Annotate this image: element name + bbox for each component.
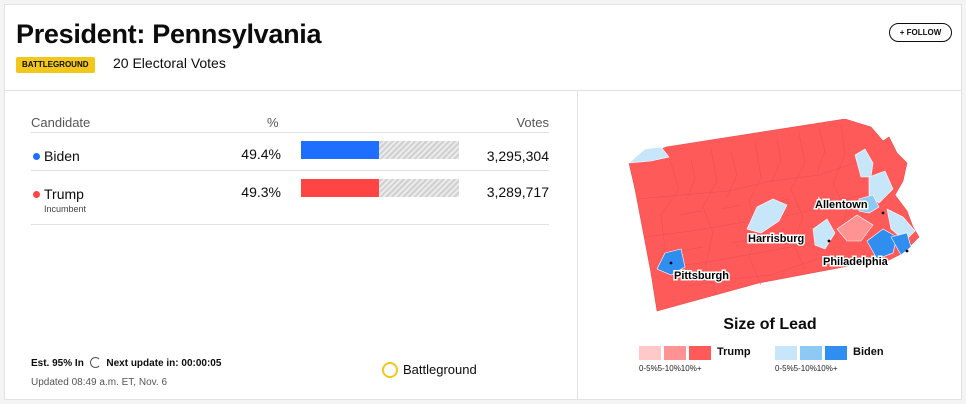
incumbent-label: Incumbent — [44, 204, 87, 214]
vote-share-fill — [301, 141, 380, 159]
legend-title: Size of Lead — [723, 316, 817, 333]
follow-button[interactable]: + FOLLOW — [889, 23, 952, 42]
pennsylvania-county-map[interactable]: Allentown Harrisburg Pittsburgh Philadel… — [621, 119, 921, 319]
vote-share-bar — [301, 179, 459, 197]
battleground-label[interactable]: Battleground — [403, 362, 477, 377]
candidate-pct: 49.3% — [241, 184, 281, 200]
candidate-name: Trump — [44, 186, 84, 202]
county-biden-dark — [890, 232, 912, 256]
electoral-votes: 20 Electoral Votes — [113, 55, 226, 71]
updated-time: Updated 08:49 a.m. ET, Nov. 6 — [31, 377, 168, 388]
next-update: Next update in: 00:00:05 — [106, 358, 222, 369]
city-label: Harrisburg — [748, 233, 804, 245]
county-trump-light — [836, 214, 874, 242]
col-candidate: Candidate — [31, 115, 91, 130]
trump-swatch-1 — [639, 346, 661, 360]
trump-swatch-2 — [664, 346, 686, 360]
results-card: President: Pennsylvania BATTLEGROUND 20 … — [4, 4, 962, 400]
county-borders — [636, 122, 868, 296]
biden-swatch-1 — [775, 346, 797, 360]
county-biden-dark — [866, 228, 898, 260]
candidate-name: Biden — [44, 148, 80, 164]
county-biden-light — [746, 198, 788, 234]
trump-swatch-3 — [689, 346, 711, 360]
candidate-votes: 3,295,304 — [486, 148, 549, 164]
city-label: Allentown — [815, 199, 868, 211]
candidate-dot — [33, 191, 40, 198]
table-row: Biden 49.4% 3,295,304 — [31, 133, 549, 171]
vote-share-fill — [301, 179, 379, 197]
results-table-header: Candidate % Votes — [31, 115, 549, 133]
col-pct: % — [267, 115, 279, 130]
county-biden-light — [628, 146, 670, 164]
page-title: President: Pennsylvania — [16, 19, 322, 49]
candidate-votes: 3,289,717 — [486, 184, 549, 200]
col-votes: Votes — [516, 115, 549, 130]
legend-trump-label: Trump — [717, 346, 751, 358]
legend-trump-ticks: 0-5%5-10%10%+ — [639, 364, 702, 373]
biden-swatch-2 — [800, 346, 822, 360]
biden-swatch-3 — [825, 346, 847, 360]
vote-share-bar — [301, 141, 459, 159]
county-biden-mid — [858, 194, 880, 214]
legend-biden-ticks: 0-5%5-10%10%+ — [775, 364, 838, 373]
legend-biden-label: Biden — [853, 346, 884, 358]
battleground-badge: BATTLEGROUND — [16, 57, 95, 73]
candidate-pct: 49.4% — [241, 146, 281, 162]
city-label: Philadelphia — [823, 256, 889, 268]
city-label: Pittsburgh — [674, 270, 729, 282]
county-biden-light — [854, 148, 874, 178]
battleground-ring-icon — [382, 362, 398, 378]
county-biden-light — [868, 170, 894, 204]
est-in: Est. 95% In — [31, 358, 84, 369]
candidate-dot — [33, 153, 40, 160]
table-row: Trump Incumbent 49.3% 3,289,717 — [31, 171, 549, 225]
column-divider — [577, 91, 578, 400]
refresh-icon — [89, 357, 101, 368]
county-biden-light — [886, 208, 916, 242]
reporting-status: Est. 95% In Next update in: 00:00:05 — [31, 357, 221, 369]
race-header: President: Pennsylvania BATTLEGROUND 20 … — [5, 5, 961, 91]
